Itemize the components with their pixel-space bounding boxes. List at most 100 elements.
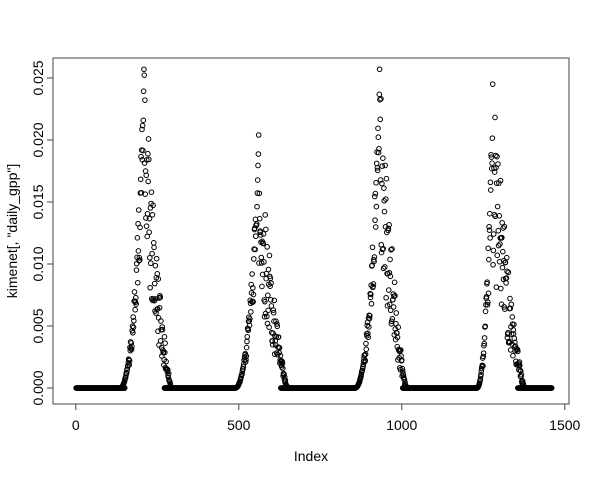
data-point	[480, 363, 486, 369]
data-point	[260, 231, 267, 237]
data-point	[481, 335, 488, 341]
data-point	[490, 247, 497, 254]
data-point	[495, 227, 502, 234]
data-point	[510, 352, 516, 359]
data-point	[510, 327, 517, 333]
data-point	[507, 295, 513, 302]
data-point	[131, 317, 137, 324]
data-point	[367, 294, 374, 301]
data-point	[494, 153, 500, 160]
data-point	[365, 330, 371, 337]
data-point	[135, 207, 142, 213]
data-point	[399, 365, 406, 372]
data-point	[133, 301, 139, 307]
data-point	[267, 296, 274, 303]
data-point	[266, 252, 273, 259]
data-point	[251, 225, 258, 232]
data-point	[373, 179, 379, 186]
data-point	[373, 203, 380, 210]
data-point	[548, 385, 555, 391]
x-tick-label: 0	[72, 417, 80, 433]
data-point	[135, 248, 142, 254]
data-point	[146, 229, 152, 236]
data-point	[149, 212, 156, 218]
data-point	[511, 321, 517, 328]
data-point	[277, 352, 284, 359]
data-point	[156, 304, 163, 311]
data-point	[498, 301, 505, 307]
data-point	[258, 254, 265, 261]
data-point	[372, 224, 379, 230]
data-point	[271, 297, 278, 304]
data-point	[500, 248, 506, 255]
data-point	[147, 254, 153, 261]
data-point	[373, 160, 380, 167]
data-point	[494, 252, 501, 259]
data-point	[482, 308, 489, 315]
data-point	[252, 246, 258, 253]
data-point	[504, 268, 510, 275]
data-point	[239, 371, 245, 377]
data-point	[381, 198, 387, 204]
data-point	[168, 385, 175, 391]
data-point	[274, 323, 281, 330]
data-point	[275, 334, 282, 340]
data-point	[383, 294, 389, 301]
data-point	[267, 283, 273, 290]
data-point	[386, 269, 393, 276]
data-point	[131, 289, 138, 295]
data-point	[492, 213, 499, 220]
data-point	[498, 285, 504, 292]
data-point	[486, 210, 493, 217]
data-point	[379, 163, 386, 169]
x-tick-label: 1500	[549, 417, 580, 433]
data-point	[250, 298, 256, 305]
data-point	[388, 246, 394, 253]
data-point	[256, 190, 263, 197]
data-point	[380, 265, 387, 272]
data-point	[477, 373, 484, 380]
data-point	[142, 191, 149, 197]
data-point	[264, 244, 270, 250]
data-point	[265, 292, 271, 299]
data-point	[382, 162, 388, 169]
data-point	[263, 226, 269, 233]
data-point	[276, 345, 283, 351]
data-point	[507, 305, 514, 312]
data-point	[376, 66, 383, 73]
data-point	[374, 167, 381, 174]
data-point	[242, 359, 249, 365]
data-point	[363, 346, 370, 353]
data-point	[505, 329, 511, 336]
data-point	[148, 189, 155, 195]
data-point	[163, 358, 169, 365]
y-tick-label: 0.015	[30, 184, 46, 219]
data-point	[486, 223, 492, 230]
data-point	[480, 353, 487, 360]
data-point	[151, 280, 158, 287]
data-point	[261, 259, 267, 265]
data-point	[281, 371, 287, 378]
data-point	[389, 316, 396, 322]
data-point	[146, 215, 153, 222]
data-point	[141, 66, 147, 73]
data-point	[256, 215, 263, 222]
data-point	[146, 156, 152, 163]
data-point	[149, 250, 155, 257]
data-point	[162, 349, 168, 356]
data-point	[130, 314, 136, 320]
data-point	[486, 227, 493, 233]
data-point	[398, 347, 404, 353]
data-point	[515, 348, 521, 355]
data-point	[240, 363, 247, 370]
data-point	[243, 353, 250, 359]
data-point	[132, 294, 139, 301]
data-point	[377, 116, 384, 123]
data-point	[246, 322, 253, 329]
data-point	[511, 335, 518, 342]
data-point	[155, 276, 162, 282]
data-point	[382, 264, 388, 270]
data-point	[371, 254, 378, 260]
data-point	[381, 208, 388, 215]
data-point	[487, 235, 493, 241]
